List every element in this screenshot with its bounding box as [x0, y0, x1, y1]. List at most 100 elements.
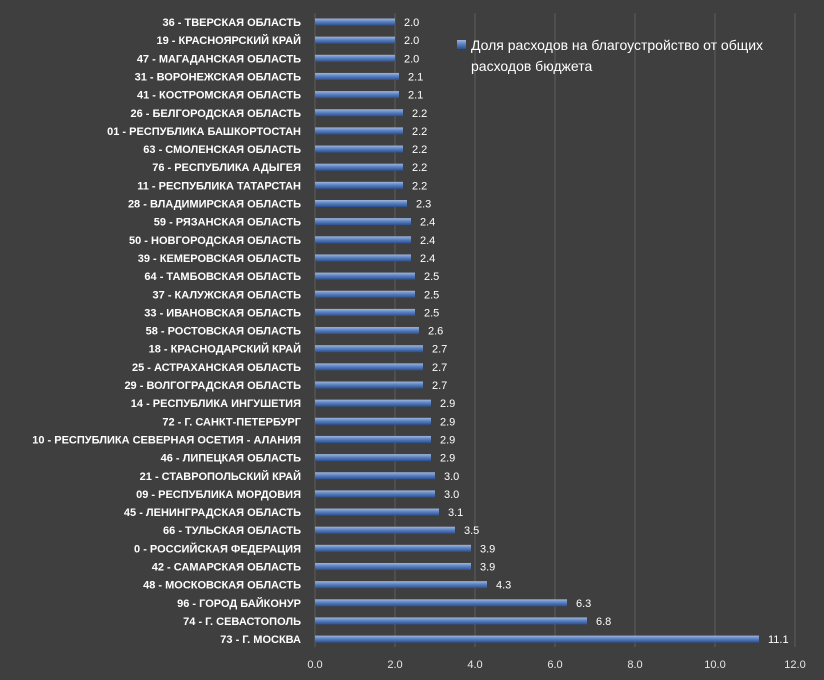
data-label: 2.2 — [412, 108, 427, 120]
bar — [315, 490, 435, 498]
bar — [315, 435, 431, 443]
bar — [315, 599, 567, 607]
data-label: 2.9 — [440, 453, 455, 465]
data-label: 11.1 — [768, 634, 789, 646]
legend-entry-line-2: расходов бюджета — [471, 58, 592, 74]
bar — [315, 417, 431, 425]
data-label: 2.2 — [412, 180, 427, 192]
data-label: 3.5 — [464, 525, 479, 537]
category-label: 96 - ГОРОД БАЙКОНУР — [177, 597, 301, 610]
bar — [315, 218, 411, 226]
legend: Доля расходов на благоустройство от общи… — [457, 37, 763, 74]
data-label: 2.1 — [408, 90, 423, 102]
data-label: 2.7 — [432, 380, 447, 392]
bar — [315, 109, 403, 117]
category-label: 50 - НОВГОРОДСКАЯ ОБЛАСТЬ — [129, 235, 301, 247]
data-label: 2.9 — [440, 434, 455, 446]
data-label: 2.5 — [424, 307, 439, 319]
bar — [315, 454, 431, 462]
category-label: 09 - РЕСПУБЛИКА МОРДОВИЯ — [136, 489, 301, 501]
x-tick-label: 4.0 — [467, 659, 482, 671]
data-label: 6.8 — [596, 616, 611, 628]
value-labels: 2.0 2.0 2.0 2.1 2.1 2.2 2.2 2.2 2.2 2.2 2.3 2.4 2.4 2… — [404, 17, 789, 646]
category-label: 48 - МОСКОВСКАЯ ОБЛАСТЬ — [143, 580, 301, 592]
category-label: 33 - ИВАНОВСКАЯ ОБЛАСТЬ — [144, 307, 301, 319]
category-label: 72 - Г. САНКТ-ПЕТЕРБУРГ — [162, 416, 301, 428]
legend-swatch — [457, 40, 466, 49]
data-label: 2.2 — [412, 126, 427, 138]
gridlines — [314, 13, 796, 647]
category-label: 18 - КРАСНОДАРСКИЙ КРАЙ — [149, 343, 301, 356]
bar — [315, 254, 411, 262]
category-label: 10 - РЕСПУБЛИКА СЕВЕРНАЯ ОСЕТИЯ - АЛАНИЯ — [32, 434, 301, 446]
data-label: 2.4 — [420, 253, 435, 265]
bars — [315, 18, 759, 643]
category-label: 21 - СТАВРОПОЛЬСКИЙ КРАЙ — [140, 470, 301, 483]
legend-entry-line-1: Доля расходов на благоустройство от общи… — [471, 37, 763, 53]
bar — [315, 544, 471, 552]
bar — [315, 526, 455, 534]
category-label: 42 - САМАРСКАЯ ОБЛАСТЬ — [152, 562, 301, 574]
bar — [315, 363, 423, 371]
bar — [315, 181, 403, 189]
category-label: 74 - Г. СЕВАСТОПОЛЬ — [183, 616, 301, 628]
bar — [315, 127, 403, 135]
data-label: 2.0 — [404, 17, 419, 29]
data-label: 2.5 — [424, 271, 439, 283]
bar — [315, 381, 423, 389]
category-label: 0 - РОССИЙСКАЯ ФЕДЕРАЦИЯ — [134, 542, 301, 555]
data-label: 6.3 — [576, 598, 591, 610]
bar — [315, 308, 415, 316]
bar — [315, 472, 435, 480]
data-label: 2.9 — [440, 416, 455, 428]
data-label: 4.3 — [496, 580, 511, 592]
data-label: 2.4 — [420, 235, 435, 247]
bar — [315, 635, 759, 643]
category-label: 39 - КЕМЕРОВСКАЯ ОБЛАСТЬ — [138, 253, 301, 265]
bar — [315, 508, 439, 516]
category-label: 25 - АСТРАХАНСКАЯ ОБЛАСТЬ — [132, 362, 301, 374]
data-label: 3.0 — [444, 471, 459, 483]
data-label: 2.6 — [428, 326, 443, 338]
category-label: 29 - ВОЛГОГРАДСКАЯ ОБЛАСТЬ — [124, 380, 301, 392]
bar — [315, 272, 415, 280]
x-tick-labels: 0.0 2.0 4.0 6.0 8.0 10.0 12.0 — [307, 659, 805, 671]
category-label: 11 - РЕСПУБЛИКА ТАТАРСТАН — [137, 180, 301, 192]
category-label: 26 - БЕЛГОРОДСКАЯ ОБЛАСТЬ — [131, 108, 302, 120]
category-label: 19 - КРАСНОЯРСКИЙ КРАЙ — [157, 34, 302, 47]
category-label: 76 - РЕСПУБЛИКА АДЫГЕЯ — [152, 162, 301, 174]
bar — [315, 91, 399, 99]
data-label: 2.7 — [432, 362, 447, 374]
category-label: 63 - СМОЛЕНСКАЯ ОБЛАСТЬ — [143, 144, 301, 156]
bar — [315, 236, 411, 244]
bar — [315, 72, 399, 80]
data-label: 3.0 — [444, 489, 459, 501]
bar — [315, 617, 587, 625]
data-label: 2.3 — [416, 199, 431, 211]
bar — [315, 36, 395, 44]
category-label: 47 - МАГАДАНСКАЯ ОБЛАСТЬ — [137, 53, 301, 65]
bar — [315, 327, 419, 335]
category-label: 36 - ТВЕРСКАЯ ОБЛАСТЬ — [162, 17, 301, 29]
category-label: 37 - КАЛУЖСКАЯ ОБЛАСТЬ — [153, 289, 302, 301]
data-label: 2.7 — [432, 344, 447, 356]
category-label: 41 - КОСТРОМСКАЯ ОБЛАСТЬ — [137, 90, 301, 102]
bar — [315, 399, 431, 407]
category-label: 59 - РЯЗАНСКАЯ ОБЛАСТЬ — [154, 217, 301, 229]
data-label: 2.9 — [440, 398, 455, 410]
bar — [315, 563, 471, 570]
data-label: 2.2 — [412, 162, 427, 174]
x-tick-label: 6.0 — [547, 659, 562, 671]
bar — [315, 18, 395, 26]
bar — [315, 200, 407, 207]
data-label: 3.1 — [448, 507, 463, 519]
category-label: 14 - РЕСПУБЛИКА ИНГУШЕТИЯ — [131, 398, 301, 410]
bar — [315, 345, 423, 353]
data-label: 2.0 — [404, 35, 419, 47]
category-label: 58 - РОСТОВСКАЯ ОБЛАСТЬ — [146, 326, 301, 338]
category-label: 64 - ТАМБОВСКАЯ ОБЛАСТЬ — [144, 271, 301, 283]
bar — [315, 163, 403, 171]
bar — [315, 290, 415, 298]
